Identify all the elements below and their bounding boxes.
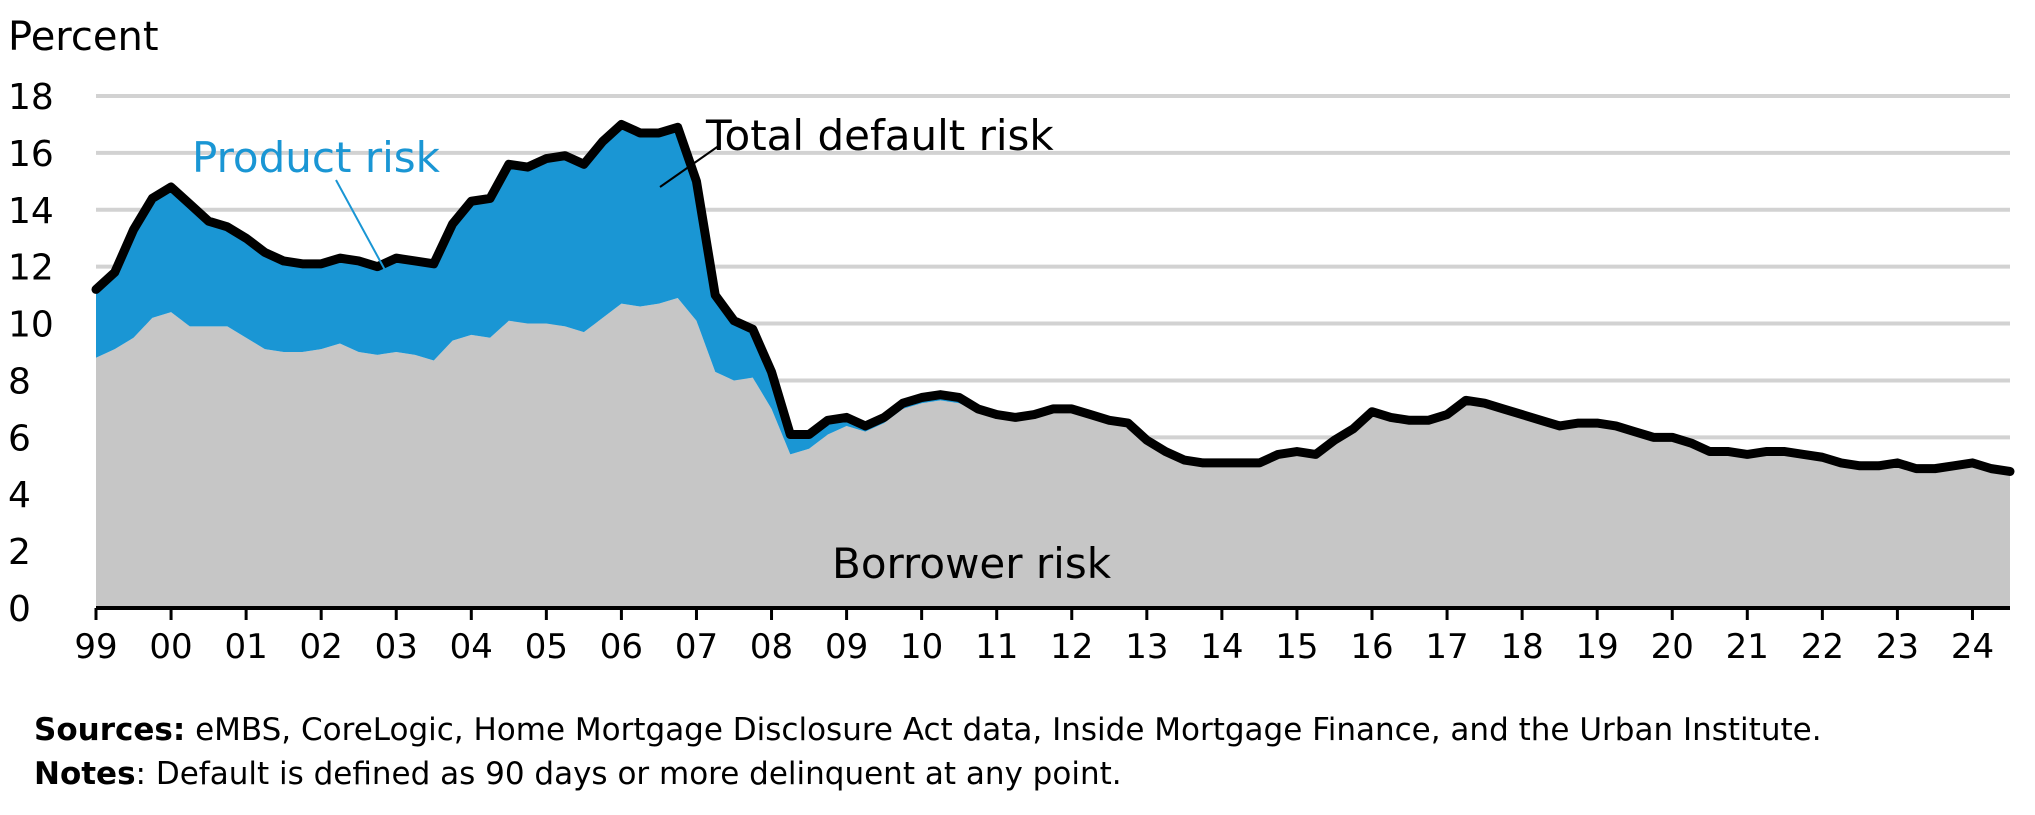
x-tick-label: 15 [1275, 627, 1318, 667]
y-tick-label: 6 [8, 418, 31, 459]
notes-note: Notes: Default is defined as 90 days or … [34, 756, 1122, 792]
x-tick-label: 14 [1200, 627, 1243, 667]
x-tick-label: 03 [375, 627, 418, 667]
product-risk-area [96, 124, 2010, 472]
y-tick-label: 4 [8, 475, 31, 516]
x-tick-label: 08 [750, 627, 793, 667]
notes-label: Notes [34, 756, 136, 792]
x-tick-label: 04 [450, 627, 493, 667]
x-tick-label: 12 [1050, 627, 1093, 667]
total-risk-label: Total default risk [705, 111, 1054, 160]
y-tick-label: 16 [8, 134, 54, 175]
x-tick-label: 24 [1951, 627, 1994, 667]
x-tick-label: 07 [675, 627, 718, 667]
x-tick-label: 06 [600, 627, 643, 667]
borrower-risk-label: Borrower risk [832, 539, 1112, 588]
x-tick-label: 11 [975, 627, 1018, 667]
x-tick-label: 21 [1726, 627, 1769, 667]
y-axis-label: Percent [8, 14, 159, 60]
x-tick-label: 18 [1500, 627, 1543, 667]
x-tick-label: 00 [149, 627, 192, 667]
x-tick-label: 17 [1425, 627, 1468, 667]
x-tick-label: 13 [1125, 627, 1168, 667]
y-tick-label: 2 [8, 532, 31, 573]
y-tick-label: 8 [8, 361, 31, 402]
y-tick-label: 14 [8, 191, 54, 232]
borrower-risk-area [96, 297, 2010, 608]
x-tick-label: 99 [74, 627, 117, 667]
product-risk-leader-line [335, 179, 386, 271]
total-risk-leader-line [659, 144, 721, 188]
x-tick-label: 01 [224, 627, 267, 667]
x-tick-label: 20 [1651, 627, 1694, 667]
sources-text: eMBS, CoreLogic, Home Mortgage Disclosur… [185, 712, 1822, 748]
x-tick-label: 23 [1876, 627, 1919, 667]
total-default-risk-line [91, 119, 2015, 476]
annotations: Product risk Total default risk Borrower… [192, 111, 1112, 588]
y-tick-label: 10 [8, 305, 54, 346]
y-tick-label: 12 [8, 248, 54, 289]
x-tick-label: 02 [300, 627, 343, 667]
x-tick-label: 16 [1350, 627, 1393, 667]
stacked-areas [91, 119, 2015, 608]
x-tick-label: 10 [900, 627, 943, 667]
sources-note: Sources: eMBS, CoreLogic, Home Mortgage … [34, 712, 1822, 748]
x-tick-label: 09 [825, 627, 868, 667]
notes-text: : Default is defined as 90 days or more … [135, 756, 1122, 792]
x-tick-label: 05 [525, 627, 568, 667]
y-tick-label: 0 [8, 589, 31, 630]
x-tick-label: 22 [1801, 627, 1844, 667]
product-risk-label: Product risk [192, 133, 441, 182]
y-tick-label: 18 [8, 77, 54, 118]
x-tick-label: 19 [1576, 627, 1619, 667]
sources-label: Sources: [34, 712, 186, 748]
